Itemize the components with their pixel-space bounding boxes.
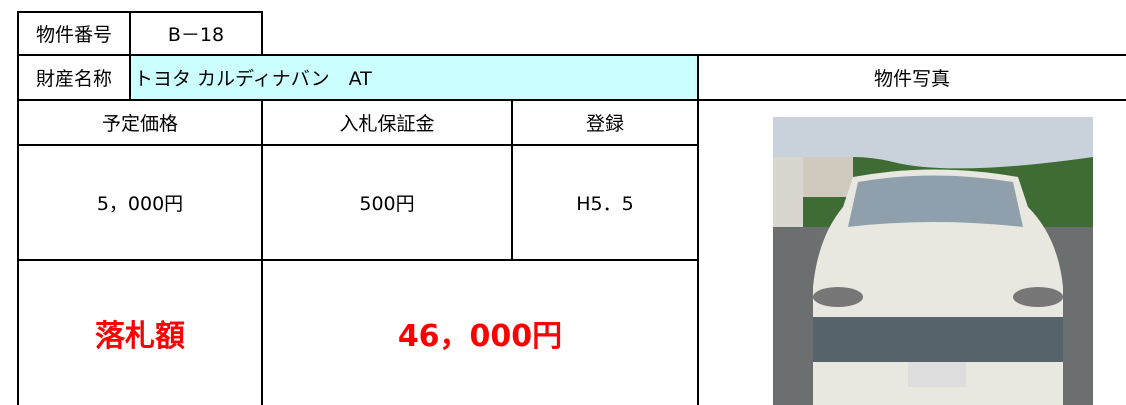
- border: [17, 11, 19, 405]
- border: [511, 99, 513, 260]
- name-value: トヨタ カルディナバン AT: [134, 68, 372, 90]
- name-cell-bg: [130, 55, 698, 100]
- name-label: 財産名称: [35, 68, 112, 90]
- header-cell: 予定価格: [101, 113, 178, 135]
- border: [18, 54, 1126, 56]
- value-cell: H5．5: [576, 193, 634, 215]
- border: [18, 11, 263, 13]
- value-cell: 5，000円: [96, 193, 184, 215]
- border: [261, 11, 263, 55]
- border: [697, 54, 699, 405]
- border: [18, 99, 1126, 101]
- result-value: 46，000円: [397, 318, 563, 354]
- border: [129, 11, 131, 100]
- result-label: 落札額: [95, 318, 185, 354]
- value-cell: 500円: [359, 193, 415, 215]
- border: [261, 99, 263, 405]
- border: [18, 259, 698, 261]
- header-cell: 登録: [585, 113, 624, 135]
- id-label: 物件番号: [35, 24, 112, 46]
- id-value: B－18: [167, 24, 225, 46]
- photo-label: 物件写真: [873, 68, 950, 90]
- border: [18, 144, 698, 146]
- car-photo: [773, 117, 1093, 405]
- header-cell: 入札保証金: [339, 113, 435, 135]
